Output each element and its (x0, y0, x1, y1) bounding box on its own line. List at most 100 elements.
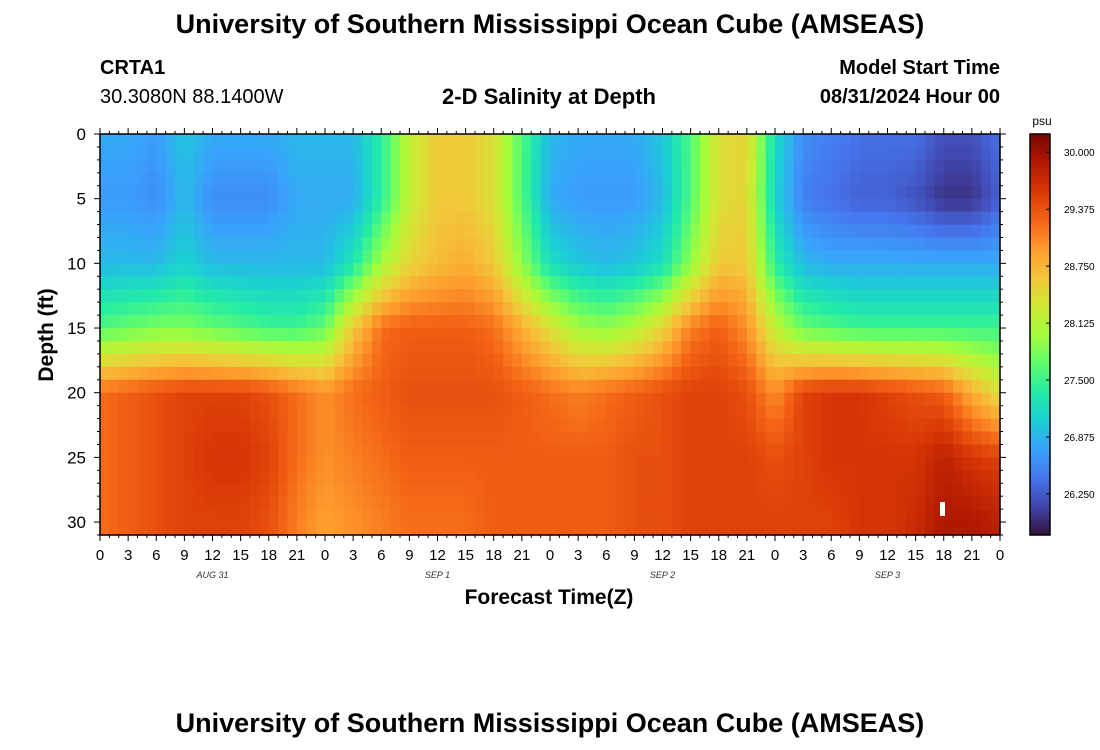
heatmap-cell (681, 457, 692, 471)
heatmap-cell (540, 405, 551, 420)
heatmap-cell (625, 522, 635, 536)
heatmap-cell (193, 509, 204, 523)
heatmap-cell (512, 366, 523, 381)
heatmap-cell (521, 496, 532, 510)
heatmap-cell (859, 146, 870, 161)
heatmap-cell (878, 276, 889, 290)
heatmap-cell (709, 224, 720, 239)
heatmap-cell (765, 198, 776, 213)
heatmap-cell (550, 392, 560, 407)
heatmap-cell (240, 302, 251, 316)
heatmap-cell (578, 172, 589, 187)
heatmap-cell (250, 483, 260, 497)
heatmap-cell (165, 146, 176, 161)
heatmap-cell (981, 159, 992, 174)
heatmap-cell (428, 340, 439, 355)
heatmap-cell (296, 328, 307, 342)
heatmap-cell (690, 276, 701, 290)
heatmap-cell (943, 496, 954, 510)
heatmap-cell (784, 483, 795, 497)
heatmap-cell (540, 444, 551, 458)
heatmap-cell (803, 134, 814, 148)
heatmap-cell (437, 418, 448, 433)
heatmap-cell (681, 328, 692, 342)
heatmap-cell (531, 483, 542, 497)
heatmap-cell (606, 289, 617, 303)
heatmap-cell (446, 224, 457, 239)
heatmap-cell (465, 431, 476, 446)
heatmap-cell (587, 276, 598, 290)
heatmap-cell (634, 224, 645, 239)
heatmap-cell (212, 172, 223, 187)
heatmap-cell (906, 418, 917, 433)
heatmap-cell (962, 392, 973, 407)
heatmap-cell (156, 418, 167, 433)
heatmap-cell (334, 470, 345, 484)
heatmap-cell (906, 328, 917, 342)
heatmap-cell (437, 159, 448, 174)
heatmap-cell (175, 289, 185, 303)
heatmap-cell (175, 405, 185, 420)
heatmap-cell (728, 353, 739, 368)
heatmap-cell (287, 146, 298, 161)
heatmap-cell (362, 418, 373, 433)
heatmap-cell (606, 470, 617, 484)
heatmap-cell (521, 379, 532, 394)
heatmap-cell (700, 328, 710, 342)
heatmap-cell (746, 237, 757, 252)
heatmap-cell (746, 159, 757, 174)
heatmap-cell (634, 522, 645, 536)
heatmap-cell (212, 315, 223, 329)
heatmap-cell (287, 392, 298, 407)
x-tick-label: 3 (124, 547, 132, 564)
heatmap-cell (212, 431, 223, 446)
heatmap-cell (362, 224, 373, 239)
heatmap-cell (343, 444, 354, 458)
heatmap-cell (850, 457, 860, 471)
heatmap-cell (531, 237, 542, 252)
heatmap-cell (915, 263, 926, 277)
heatmap-cell (550, 405, 560, 420)
heatmap-cell (568, 522, 579, 536)
heatmap-cell (203, 172, 214, 187)
heatmap-cell (746, 418, 757, 433)
heatmap-cell (643, 185, 654, 200)
heatmap-cell (296, 470, 307, 484)
heatmap-cell (765, 289, 776, 303)
heatmap-cell (325, 418, 335, 433)
heatmap-cell (409, 185, 420, 200)
heatmap-cell (943, 185, 954, 200)
heatmap-cell (118, 470, 129, 484)
heatmap-cell (681, 211, 692, 226)
heatmap-cell (315, 172, 326, 187)
heatmap-cell (878, 522, 889, 536)
heatmap-cell (634, 457, 645, 471)
heatmap-cell (531, 392, 542, 407)
heatmap-cell (212, 224, 223, 239)
heatmap-cell (118, 483, 129, 497)
heatmap-cell (268, 211, 279, 226)
heatmap-cell (221, 509, 232, 523)
heatmap-cell (850, 224, 860, 239)
heatmap-cell (756, 483, 767, 497)
colorbar-tick-label: 30.000 (1064, 148, 1095, 159)
heatmap-cell (634, 185, 645, 200)
heatmap-cell (409, 289, 420, 303)
heatmap-cell (615, 263, 626, 277)
heatmap-cell (465, 263, 476, 277)
heatmap-cell (756, 134, 767, 148)
heatmap-cell (268, 470, 279, 484)
heatmap-cell (503, 315, 514, 329)
heatmap-cell (512, 509, 523, 523)
heatmap-cell (550, 340, 560, 355)
heatmap-cell (559, 134, 570, 148)
heatmap-cell (353, 444, 364, 458)
heatmap-cell (146, 392, 157, 407)
heatmap-cell (943, 392, 954, 407)
heatmap-cell (803, 211, 814, 226)
heatmap-cell (906, 198, 917, 213)
heatmap-cell (746, 509, 757, 523)
heatmap-cell (306, 509, 317, 523)
heatmap-cell (306, 302, 317, 316)
heatmap-cell (465, 457, 476, 471)
